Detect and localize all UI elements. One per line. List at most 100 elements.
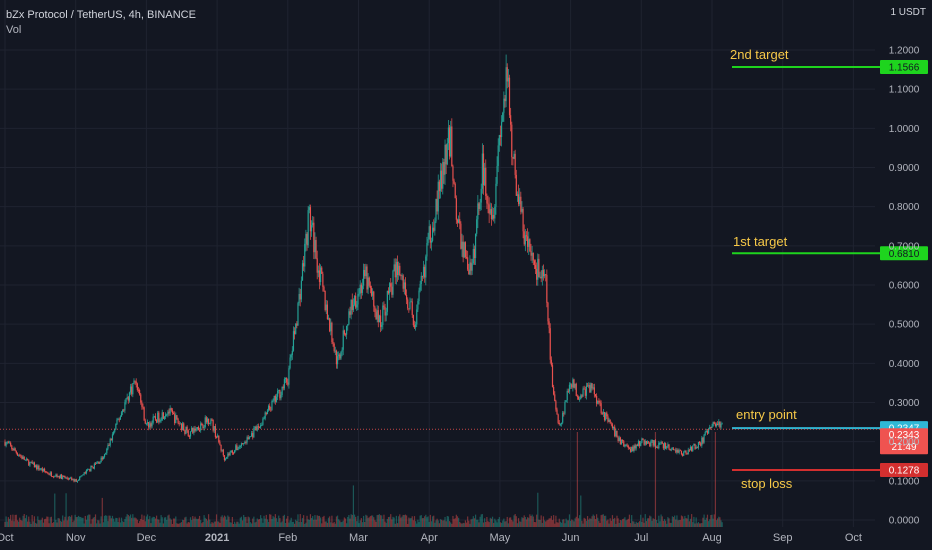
candle-body [169,408,171,414]
price-tick-label: 0.9000 [889,163,920,174]
candle-body [437,181,439,212]
candle-body [271,400,273,410]
candle-body [339,354,341,359]
candle-body [389,283,391,294]
candle-body [270,409,272,411]
volume-bar [356,521,358,527]
candle-body [283,379,286,389]
volume-bar [124,519,126,527]
volume-bar [176,523,178,527]
candle-body [56,474,58,477]
volume-bar [144,521,146,527]
candle-body [5,442,7,446]
price-unit-label[interactable]: 1 USDT [890,7,926,18]
candle-body [189,431,192,437]
candle-body [403,282,405,289]
volume-bar [152,516,154,527]
volume-bar [361,522,364,527]
second-target-label: 2nd target [730,47,789,62]
candle-body [37,465,39,470]
volume-bar [462,522,464,527]
volume-bar [321,523,323,527]
volume-bar [469,523,471,527]
volume-bar [691,514,693,527]
volume-bar [366,515,368,527]
candle-body [592,387,594,389]
volume-bar [641,521,643,527]
volume-bar [387,517,390,527]
volume-bar [560,522,563,527]
volume-bar [238,523,240,527]
volume-indicator-label[interactable]: Vol [6,24,22,36]
candle-body [116,419,118,425]
candle-body [60,474,63,480]
candle-body [686,453,688,455]
candle-body [357,294,359,305]
volume-bar [421,518,424,527]
candle-body [666,446,668,449]
volume-bar [55,519,57,527]
candle-body [124,402,126,411]
volume-bar [403,515,405,527]
candle-body [126,397,128,399]
candle-body [313,222,315,253]
time-tick-label: Apr [421,532,438,544]
volume-bar [40,519,42,527]
candle-body [214,426,217,438]
candle-body [654,440,657,448]
candle-body [510,115,512,125]
candle-body [342,330,344,350]
candle-body [431,227,434,241]
volume-bar [177,523,179,527]
candle-body [652,440,654,446]
volume-bar [592,514,594,527]
volume-bar [570,520,572,527]
candle-body [655,447,658,448]
volume-bar [243,514,245,527]
volume-bar [32,521,34,527]
volume-bar [293,523,296,527]
candle-body [48,474,50,475]
volume-bar [19,517,21,527]
candle-body [476,219,478,234]
volume-bar [291,521,293,527]
volume-bar [96,523,98,527]
candle-body [496,165,498,184]
candle-body [584,389,586,396]
volume-bar [134,517,136,527]
volume-bar [720,520,722,527]
volume-bar [364,522,366,527]
candle-body [85,469,88,474]
volume-bar [547,519,549,527]
volume-bar [292,521,295,527]
volume-bar [498,517,500,527]
volume-bar [545,521,547,527]
volume-bar [510,517,512,527]
candle-body [335,350,338,365]
volume-bar [495,520,497,527]
candle-body [256,426,258,431]
volume-bar [427,516,429,527]
volume-bar [477,519,479,527]
candle-body [92,466,94,469]
candle-body [110,438,112,441]
volume-bar [320,517,322,527]
volume-bar [450,522,452,527]
volume-bar [163,517,166,527]
volume-bar [710,515,712,527]
candle-body [435,198,437,222]
candle-body [310,225,313,232]
volume-bar [434,522,436,527]
volume-bar [502,520,504,527]
volume-bar [353,514,356,527]
volume-bar [594,519,597,527]
candle-body [167,411,169,415]
candle-body [316,258,318,273]
volume-bar [231,516,233,527]
candle-body [188,436,190,437]
candle-body [660,441,662,443]
first-target-label: 1st target [733,234,788,249]
volume-bar [369,516,371,527]
candle-body [713,422,715,424]
